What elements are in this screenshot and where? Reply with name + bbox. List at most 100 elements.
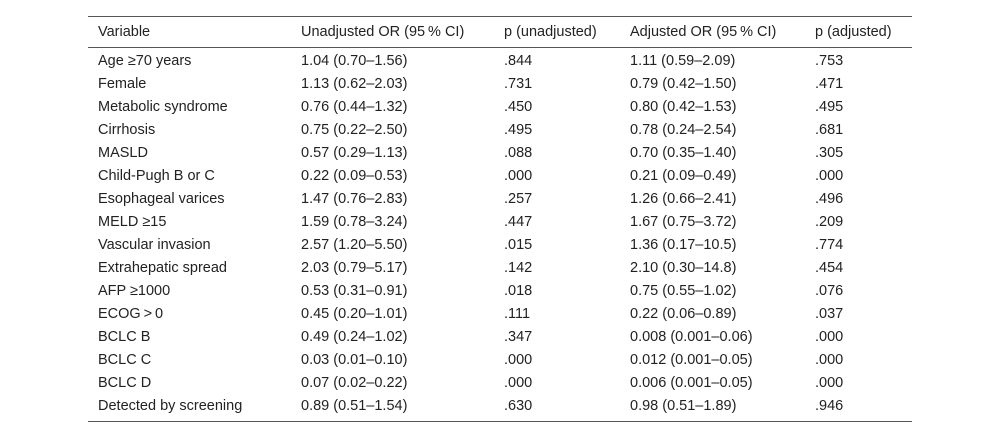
table-cell: 1.26 (0.66–2.41) [630,190,737,207]
table-cell: 0.78 (0.24–2.54) [630,121,737,138]
table-header: Variable Unadjusted OR (95 % CI) p (unadju… [88,16,912,48]
table-cell: 0.57 (0.29–1.13) [301,144,408,161]
table-cell: 0.07 (0.02–0.22) [301,374,408,391]
table-row: Female 1.13 (0.62–2.03) .731 0.79 (0.42–1.5… [88,72,912,95]
table-cell: Extrahepatic spread [98,259,227,276]
column-header: Unadjusted OR (95 % CI) [301,24,465,40]
table-cell: .000 [815,351,844,368]
table-cell: 1.13 (0.62–2.03) [301,75,408,92]
table-cell: 0.70 (0.35–1.40) [630,144,737,161]
table-row: Metabolic syndrome 0.76 (0.44–1.32) .450 0.… [88,95,912,118]
table-cell: BCLC D [98,374,152,391]
table-cell: .257 [504,190,533,207]
table-cell: Esophageal varices [98,190,225,207]
table-row: BCLC B 0.49 (0.24–1.02) .347 0.008 (0.001–0… [88,325,912,348]
column-header: Variable [98,24,151,40]
table-cell: .495 [504,121,533,138]
table-cell: 2.03 (0.79–5.17) [301,259,408,276]
table-cell: .347 [504,328,533,345]
table-cell: .037 [815,305,844,322]
table-cell: 1.04 (0.70–1.56) [301,52,408,69]
table-cell: 1.67 (0.75–3.72) [630,213,737,230]
table-row: MASLD 0.57 (0.29–1.13) .088 0.70 (0.35–1.40… [88,141,912,164]
table-row: ECOG > 0 0.45 (0.20–1.01) .111 0.22 (0.06–0… [88,302,912,325]
table-cell: .447 [504,213,533,230]
table-cell: .000 [815,374,844,391]
table-cell: 0.22 (0.09–0.53) [301,167,408,184]
table-cell: 0.03 (0.01–0.10) [301,351,408,368]
table-cell: Metabolic syndrome [98,98,228,115]
table-cell: .731 [504,75,533,92]
table-cell: .111 [504,305,531,322]
table-cell: .076 [815,282,844,299]
table-cell: .015 [504,236,533,253]
table-cell: .000 [504,351,533,368]
table-row: Child-Pugh B or C 0.22 (0.09–0.53) .000 0.2… [88,164,912,187]
table-cell: 0.45 (0.20–1.01) [301,305,408,322]
table-cell: .774 [815,236,844,253]
table-cell: ECOG > 0 [98,305,164,322]
table-row: BCLC C 0.03 (0.01–0.10) .000 0.012 (0.001–0… [88,348,912,371]
table-cell: .209 [815,213,844,230]
table-cell: .018 [504,282,533,299]
table-cell: .000 [815,167,844,184]
table-cell: AFP ≥1000 [98,282,171,299]
table-cell: BCLC C [98,351,152,368]
table-cell: Vascular invasion [98,236,211,253]
table-row: Detected by screening 0.89 (0.51–1.54) .63… [88,394,912,422]
column-header: p (adjusted) [815,24,892,40]
table-cell: 0.80 (0.42–1.53) [630,98,737,115]
table-cell: 0.21 (0.09–0.49) [630,167,737,184]
table-cell: .088 [504,144,533,161]
table-cell: .946 [815,397,844,414]
table-cell: Detected by screening [98,397,243,414]
column-header: Adjusted OR (95 % CI) [630,24,777,40]
results-table: Variable Unadjusted OR (95 % CI) p (unadju… [88,16,912,422]
table-cell: .495 [815,98,844,115]
table-cell: 2.57 (1.20–5.50) [301,236,408,253]
table-cell: 0.49 (0.24–1.02) [301,328,408,345]
table-cell: 1.11 (0.59–2.09) [630,52,736,69]
table-cell: .000 [815,328,844,345]
table-cell: MELD ≥15 [98,213,167,230]
table-body: Age ≥70 years 1.04 (0.70–1.56) .844 1.11 (0… [88,48,912,422]
table-cell: Child-Pugh B or C [98,167,215,184]
table-row: Extrahepatic spread 2.03 (0.79–5.17) .142 2… [88,256,912,279]
table-cell: 0.008 (0.001–0.06) [630,328,753,345]
table-cell: .000 [504,167,533,184]
table-cell: .844 [504,52,533,69]
table-cell: 0.75 (0.22–2.50) [301,121,408,138]
table-cell: 0.53 (0.31–0.91) [301,282,408,299]
table-cell: Female [98,75,147,92]
table-cell: .471 [815,75,844,92]
table-cell: 0.012 (0.001–0.05) [630,351,753,368]
table-cell: 1.59 (0.78–3.24) [301,213,408,230]
table-row: MELD ≥15 1.59 (0.78–3.24) .447 1.67 (0.75–3… [88,210,912,233]
table-cell: Cirrhosis [98,121,156,138]
table-cell: .454 [815,259,844,276]
table-row: BCLC D 0.07 (0.02–0.22) .000 0.006 (0.001–0… [88,371,912,394]
table-cell: MASLD [98,144,148,161]
table-row: Esophageal varices 1.47 (0.76–2.83) .257 1.… [88,187,912,210]
table-cell: 0.75 (0.55–1.02) [630,282,737,299]
table-row: Age ≥70 years 1.04 (0.70–1.56) .844 1.11 (0… [88,48,912,73]
table-cell: 0.22 (0.06–0.89) [630,305,737,322]
table-cell: .142 [504,259,533,276]
table-cell: 0.79 (0.42–1.50) [630,75,737,92]
table-cell: .753 [815,52,844,69]
table-cell: 0.89 (0.51–1.54) [301,397,408,414]
table-cell: 0.98 (0.51–1.89) [630,397,737,414]
table-cell: .681 [815,121,844,138]
table-cell: BCLC B [98,328,151,345]
table-cell: .450 [504,98,533,115]
table-cell: 2.10 (0.30–14.8) [630,259,737,276]
header-row: Variable Unadjusted OR (95 % CI) p (unadju… [88,16,912,48]
table-cell: Age ≥70 years [98,52,192,69]
table-row: Vascular invasion 2.57 (1.20–5.50) .015 1.3… [88,233,912,256]
table-cell: .630 [504,397,533,414]
table-row: Cirrhosis 0.75 (0.22–2.50) .495 0.78 (0.24–… [88,118,912,141]
column-header: p (unadjusted) [504,24,597,40]
table-cell: .000 [504,374,533,391]
table-cell: 1.47 (0.76–2.83) [301,190,408,207]
